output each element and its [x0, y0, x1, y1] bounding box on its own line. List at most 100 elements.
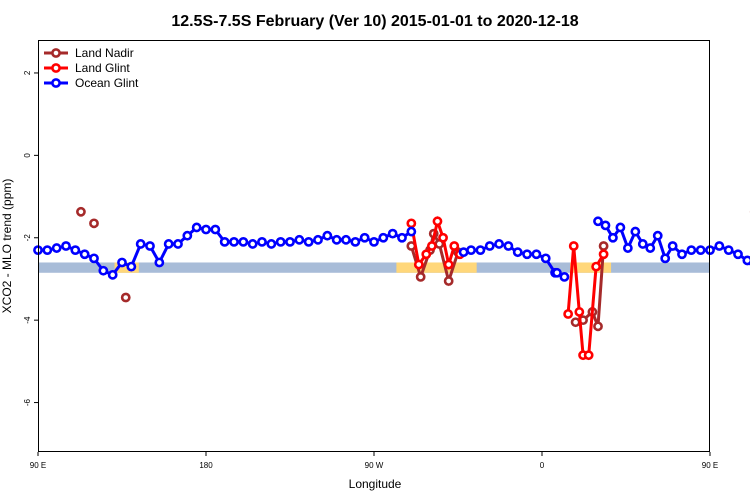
legend-label: Land Glint	[75, 61, 130, 75]
legend-label: Ocean Glint	[75, 76, 139, 90]
ocean-glint-point	[42, 245, 53, 256]
plot-frame	[38, 40, 710, 452]
legend-item-land-nadir: Land Nadir	[44, 46, 134, 60]
highlight-band-0	[396, 262, 477, 273]
ocean-glint-point	[714, 241, 725, 251]
land-nadir-point	[443, 276, 454, 286]
ocean-glint-point	[645, 243, 656, 253]
land-glint-point	[432, 216, 443, 227]
land-glint-point	[583, 350, 594, 361]
x-axis-label: Longitude	[349, 477, 402, 491]
ocean-glint-point	[117, 257, 127, 268]
legend-swatch-marker	[51, 48, 61, 58]
ocean-glint-point	[303, 236, 314, 247]
ocean-glint-point	[145, 241, 155, 251]
x-tick-label: 0	[540, 461, 545, 470]
land-glint-point	[598, 249, 609, 260]
ocean-glint-point	[677, 249, 687, 260]
ocean-glint-point	[322, 230, 333, 241]
land-nadir-point	[570, 317, 581, 328]
ocean-glint-point	[135, 239, 146, 249]
ocean-glint-point	[723, 245, 734, 256]
y-tick-label: -2	[23, 234, 32, 242]
ocean-glint-point	[600, 220, 611, 231]
x-tick-label: 90 E	[30, 461, 46, 470]
ocean-glint-point	[458, 247, 469, 258]
ocean-glint-point	[313, 234, 323, 245]
land-glint-point	[413, 259, 424, 270]
ocean-glint-point	[667, 241, 678, 251]
ocean-glint-point	[247, 239, 258, 249]
legend-swatch-marker	[51, 78, 61, 88]
land-glint-point	[421, 249, 432, 260]
ocean-glint-point	[126, 261, 137, 272]
ocean-glint-point	[522, 249, 532, 260]
legend-label: Land Nadir	[75, 46, 134, 60]
legend-swatch-marker	[51, 63, 61, 73]
ocean-glint-point	[173, 239, 183, 249]
ocean-glint-point	[285, 236, 295, 247]
ocean-glint-point	[191, 222, 202, 233]
ocean-glint-point	[494, 239, 504, 249]
ocean-glint-point	[733, 249, 743, 260]
ocean-glint-point	[503, 241, 514, 251]
land-glint-point	[426, 241, 437, 251]
series-ocean-glint	[33, 216, 750, 282]
ocean-glint-point	[552, 267, 562, 278]
ocean-glint-point	[79, 249, 90, 260]
land-nadir-point	[415, 271, 426, 282]
ocean-glint-point	[341, 234, 351, 245]
ocean-glint-point	[686, 245, 697, 256]
ocean-glint-point	[238, 236, 249, 247]
ocean-glint-point	[397, 232, 407, 243]
ocean-glint-point	[154, 257, 165, 268]
x-axis: 90 E 180 90 W 0 90 E	[30, 452, 718, 470]
ocean-glint-point	[615, 222, 626, 233]
y-tick-label: 2	[23, 70, 32, 75]
land-glint-point	[574, 307, 585, 317]
ocean-glint-point	[484, 241, 495, 251]
land-glint-point	[568, 241, 579, 251]
land-glint-point	[438, 232, 448, 243]
ocean-glint-point	[350, 236, 361, 247]
ocean-glint-point	[359, 232, 370, 243]
ocean-glint-point	[163, 239, 174, 249]
ocean-glint-point	[266, 239, 277, 249]
land-glint-point	[406, 218, 417, 229]
ocean-glint-point	[660, 253, 671, 264]
legend-item-ocean-glint: Ocean Glint	[44, 76, 139, 90]
ocean-glint-point	[210, 224, 221, 235]
y-tick-label: -4	[23, 316, 32, 324]
ocean-glint-point	[406, 226, 417, 237]
land-glint-point	[563, 309, 574, 319]
land-glint-point	[449, 241, 460, 251]
ocean-glint-point	[475, 245, 486, 256]
land-glint-point	[443, 259, 454, 270]
ocean-glint-point	[294, 234, 305, 245]
ocean-glint-point	[61, 241, 71, 251]
ocean-glint-point	[257, 236, 267, 247]
ocean-glint-point	[98, 265, 109, 276]
y-axis: 2 0 -2 -4 -6	[23, 70, 38, 406]
land-nadir-point	[120, 292, 131, 303]
ocean-glint-point	[531, 249, 542, 260]
land-nadir-point	[89, 218, 99, 229]
ocean-glint-point	[593, 216, 603, 227]
y-axis-label: XCO2 - MLO trend (ppm)	[0, 179, 14, 314]
series-layer	[33, 206, 750, 361]
ocean-glint-point	[201, 224, 211, 235]
ocean-glint-point	[70, 245, 81, 256]
land-glint-point	[591, 261, 602, 272]
land-nadir-point	[598, 241, 609, 251]
ocean-glint-point	[51, 243, 62, 253]
ocean-glint-point	[107, 269, 118, 280]
ocean-glint-point	[608, 232, 618, 243]
ocean-glint-point	[219, 236, 230, 247]
x-tick-label: 90 W	[365, 461, 384, 470]
ocean-glint-point	[637, 239, 648, 249]
land-nadir-point	[593, 321, 603, 332]
y-tick-label: -6	[23, 398, 32, 406]
x-tick-label: 180	[199, 461, 213, 470]
land-nadir-point	[76, 206, 86, 217]
